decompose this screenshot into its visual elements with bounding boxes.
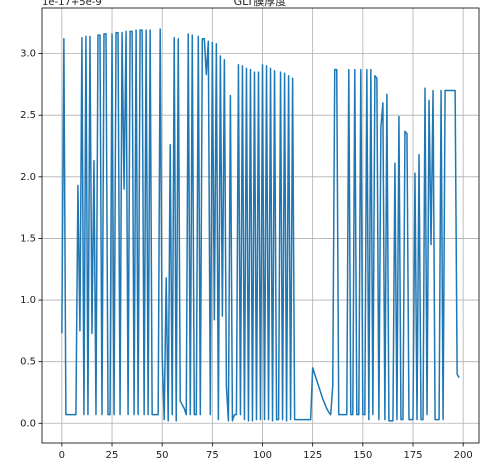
y-tick-label: 0.5 [20,357,36,368]
y-tick-label: 2.5 [20,110,36,121]
x-tick-label: 100 [253,450,272,461]
y-tick-label: 1.5 [20,233,36,244]
x-tick-label: 125 [303,450,322,461]
y-tick-label: 1.0 [20,295,36,306]
line-series [61,28,460,422]
x-tick-label: 25 [106,450,119,461]
x-tick-label: 50 [156,450,169,461]
y-tick-label: 2.0 [20,172,36,183]
x-tick-label: 0 [59,450,65,461]
plot-frame [41,7,480,444]
y-tick-label: 0.0 [20,418,36,429]
x-tick-label: 75 [206,450,219,461]
x-tick-label: 200 [454,450,473,461]
offset-label: 1e-17+5e-9 [42,0,102,8]
y-tick-label: 3.0 [20,49,36,60]
chart-title: GLT膜厚度 [234,0,287,8]
x-tick-label: 150 [353,450,372,461]
x-tick-label: 175 [403,450,422,461]
